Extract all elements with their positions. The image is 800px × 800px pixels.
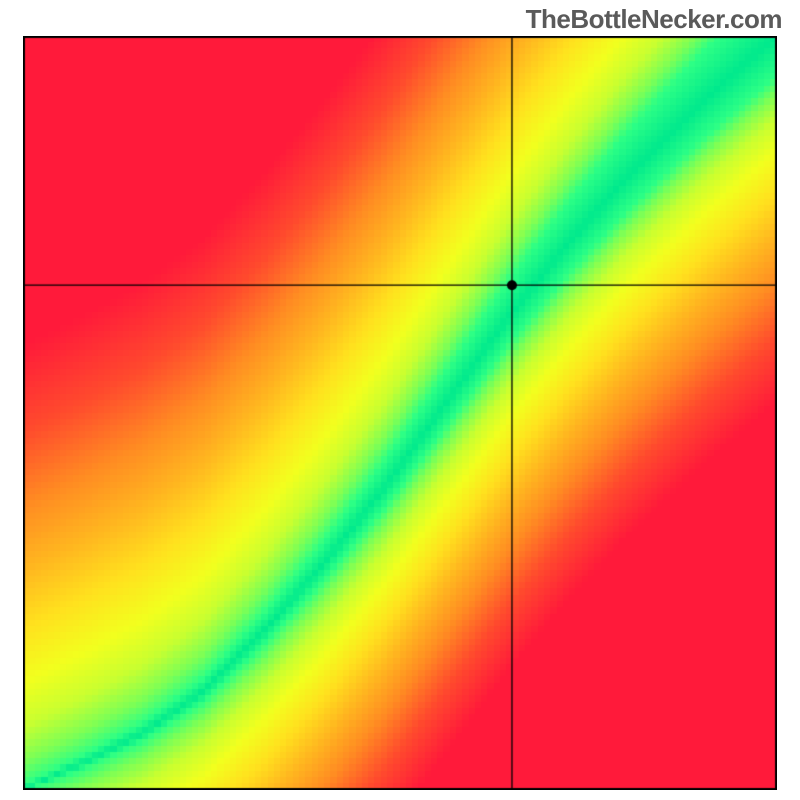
watermark-text: TheBottleNecker.com [526,4,782,35]
chart-container: TheBottleNecker.com [0,0,800,800]
bottleneck-heatmap [23,36,777,790]
